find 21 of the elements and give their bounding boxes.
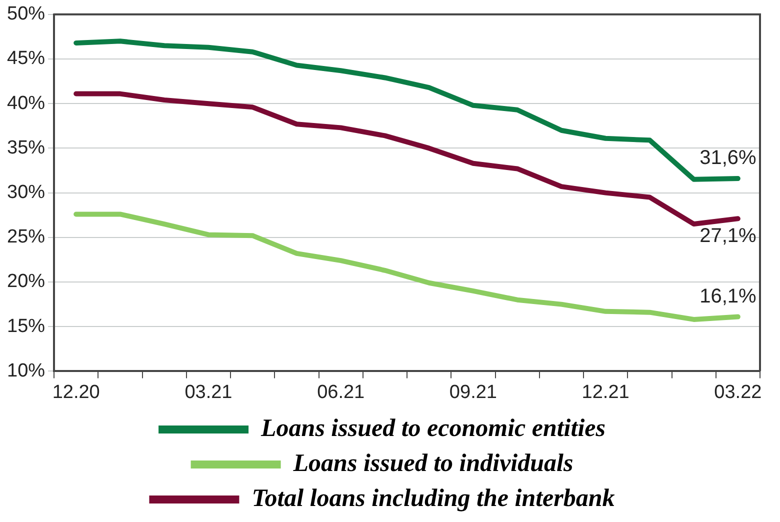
y-tick-label: 35% <box>6 137 46 158</box>
y-tick-label: 10% <box>6 360 46 382</box>
annotation: 31,6% <box>700 147 757 170</box>
y-tick-label: 40% <box>6 92 46 114</box>
x-tick-label: 12.21 <box>582 382 630 403</box>
annotation: 27,1% <box>700 225 757 248</box>
y-tick-label: 20% <box>6 271 46 292</box>
legend-label: Loans issued to economic entities <box>260 414 606 442</box>
x-tick-label: 03.22 <box>714 382 762 403</box>
x-tick-label: 06.21 <box>317 382 365 403</box>
x-tick-label: 12.20 <box>52 382 100 403</box>
x-tick-label: 03.21 <box>184 382 232 403</box>
legend-label: Total loans including the interbank <box>252 484 616 512</box>
y-tick-label: 45% <box>6 48 46 70</box>
y-tick-label: 15% <box>6 316 46 337</box>
x-tick-label: 09.21 <box>449 382 497 403</box>
y-tick-label: 50% <box>6 4 46 25</box>
y-tick-label: 30% <box>6 182 46 204</box>
legend-label: Loans issued to individuals <box>292 450 574 477</box>
y-tick-label: 25% <box>6 226 46 248</box>
annotation: 16,1% <box>700 285 757 308</box>
